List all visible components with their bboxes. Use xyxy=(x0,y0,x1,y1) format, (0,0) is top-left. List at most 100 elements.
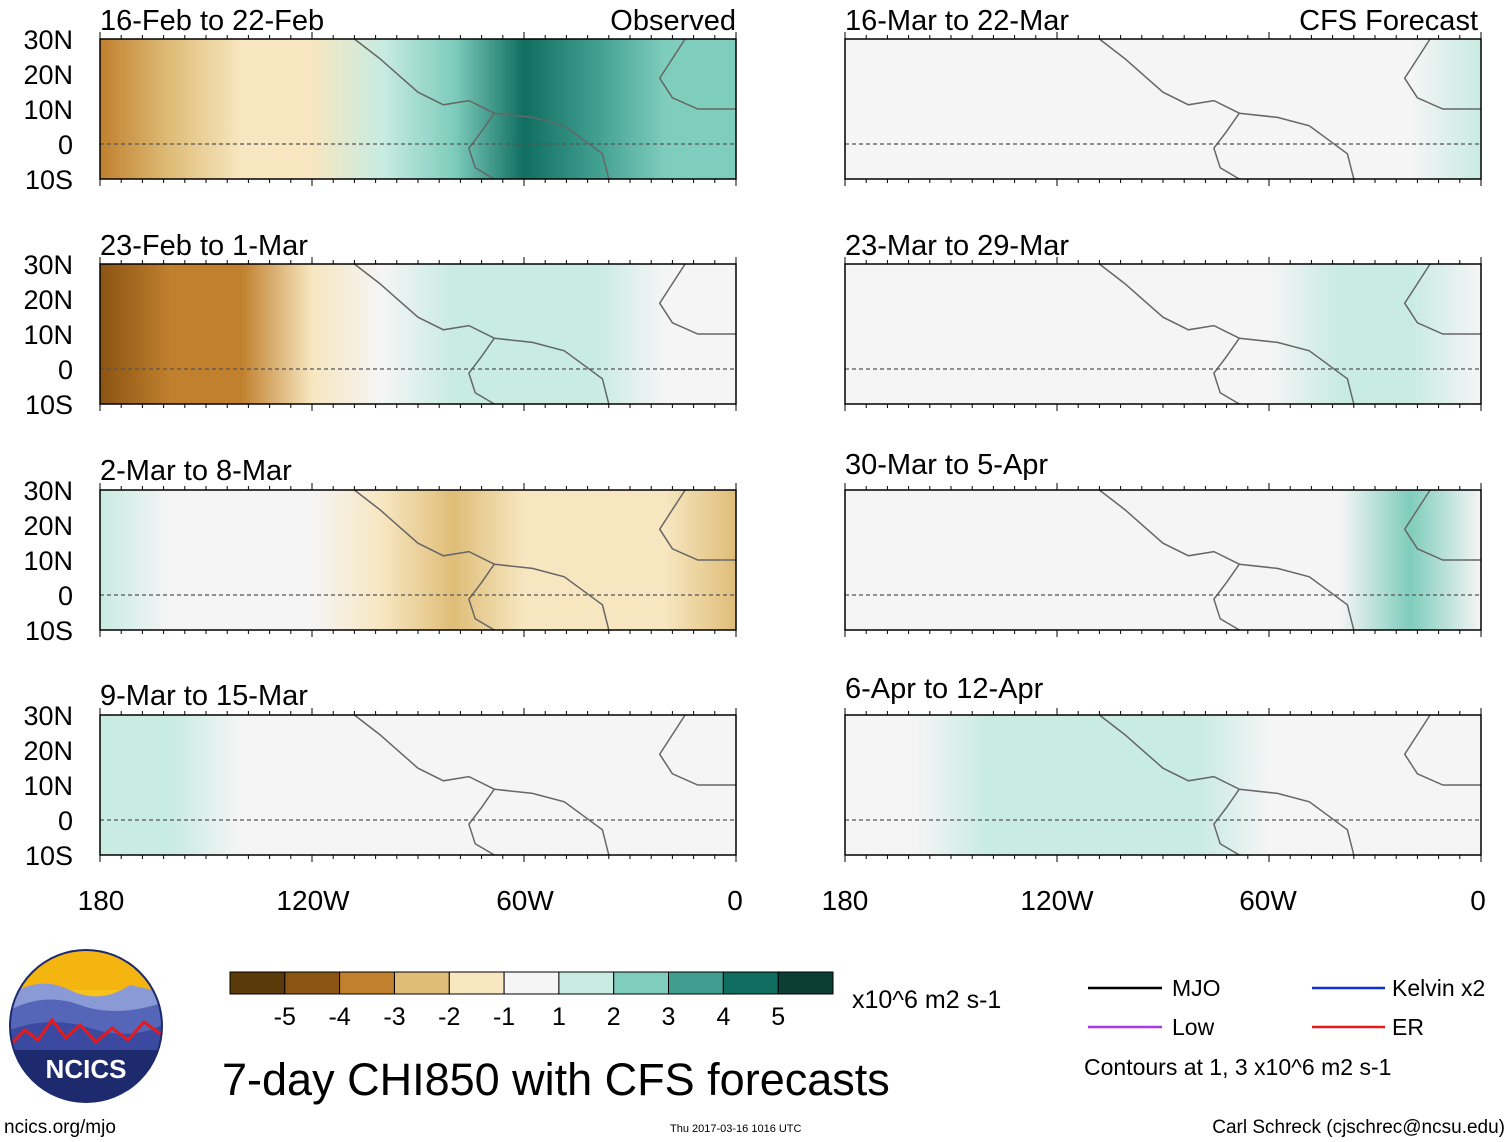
coastline xyxy=(1403,263,1481,335)
coastline xyxy=(1403,489,1481,561)
x-tick-label: 0 xyxy=(727,885,743,916)
y-tick-label: 30N xyxy=(23,25,73,55)
coastline xyxy=(1098,38,1241,180)
anomaly-field xyxy=(100,264,736,404)
footer-timestamp: Thu 2017-03-16 1016 UTC xyxy=(670,1123,802,1135)
coastline xyxy=(658,38,736,110)
anomaly-field xyxy=(845,490,1481,630)
y-tick-label: 10N xyxy=(23,320,73,350)
panel-title: 9-Mar to 15-Mar xyxy=(100,680,308,712)
colorbar-swatch xyxy=(722,971,779,995)
y-tick-label: 10S xyxy=(25,841,73,871)
x-tick-label: 0 xyxy=(1470,885,1486,916)
y-tick-label: 10N xyxy=(23,546,73,576)
x-tick-label: 180 xyxy=(78,885,125,916)
anomaly-field xyxy=(100,715,736,855)
y-tick-label: 30N xyxy=(23,250,73,280)
y-tick-label: 0 xyxy=(58,130,73,160)
legend-label-er: ER xyxy=(1392,1014,1424,1040)
ncics-logo: NCICS xyxy=(9,949,163,1103)
colorbar-tick-label: 2 xyxy=(607,1003,621,1031)
logo-text: NCICS xyxy=(46,1054,127,1084)
colorbar-tick-label: 1 xyxy=(552,1003,566,1031)
x-tick-label: 60W xyxy=(1239,885,1297,916)
coastline xyxy=(1239,337,1355,405)
colorbar-swatch xyxy=(558,971,615,995)
colorbar-swatch xyxy=(448,971,505,995)
colorbar-swatch xyxy=(777,971,834,995)
panel-title: 16-Mar to 22-Mar xyxy=(845,5,1069,37)
anomaly-field xyxy=(100,490,736,630)
coastline xyxy=(494,788,610,856)
colorbar-tick-label: -1 xyxy=(493,1003,515,1031)
footer-url: ncics.org/mjo xyxy=(4,1117,116,1138)
x-tick-label: 180 xyxy=(822,885,869,916)
column-header-cfs-forecast: CFS Forecast xyxy=(1299,5,1478,37)
y-tick-label: 30N xyxy=(23,476,73,506)
coastline xyxy=(1403,714,1481,786)
y-tick-label: 0 xyxy=(58,355,73,385)
y-tick-label: 0 xyxy=(58,806,73,836)
coastline xyxy=(494,337,610,405)
panel-23mar-29mar xyxy=(844,257,1482,411)
colorbar-tick-label: -2 xyxy=(438,1003,460,1031)
anomaly-field xyxy=(845,715,1481,855)
colorbar-tick-label: -4 xyxy=(328,1003,350,1031)
coastline xyxy=(1239,788,1355,856)
legend-label-kelvin: Kelvin x2 xyxy=(1392,975,1485,1001)
coastline xyxy=(658,263,736,335)
anomaly-field xyxy=(845,264,1481,404)
colorbar-tick-label: 3 xyxy=(662,1003,676,1031)
colorbar: -5 -4 -3 -2 -1 1 2 3 4 5 xyxy=(229,971,834,1031)
coastline xyxy=(1239,563,1355,631)
legend: MJO Low Kelvin x2 ER Contours at 1, 3 x1… xyxy=(1084,975,1485,1080)
colorbar-swatch xyxy=(668,971,724,995)
colorbar-swatch xyxy=(229,971,286,995)
y-tick-label: 10S xyxy=(25,616,73,646)
panel-title: 30-Mar to 5-Apr xyxy=(845,449,1048,481)
coastline xyxy=(494,563,610,631)
colorbar-swatch xyxy=(503,971,560,995)
panel-title: 23-Feb to 1-Mar xyxy=(100,230,308,262)
y-tick-label: 20N xyxy=(23,511,73,541)
y-tick-label: 10S xyxy=(25,165,73,195)
coastline xyxy=(1098,714,1241,856)
y-tick-label: 30N xyxy=(23,701,73,731)
panel-6apr-12apr xyxy=(844,708,1482,862)
colorbar-swatch xyxy=(394,971,450,995)
x-tick-label: 60W xyxy=(496,885,554,916)
panel-30mar-5apr xyxy=(844,483,1482,637)
coastline xyxy=(353,489,496,631)
y-tick-label: 20N xyxy=(23,285,73,315)
coastline xyxy=(1098,263,1241,405)
coastline xyxy=(353,263,496,405)
panel-title: 23-Mar to 29-Mar xyxy=(845,230,1069,262)
anomaly-field xyxy=(845,39,1481,179)
panel-9mar-15mar xyxy=(99,708,737,862)
y-tick-label: 10N xyxy=(23,771,73,801)
panel-16feb-22feb xyxy=(99,32,737,186)
coastline xyxy=(353,38,496,180)
colorbar-tick-label: 4 xyxy=(716,1003,730,1031)
y-tick-label: 10S xyxy=(25,390,73,420)
colorbar-tick-label: -3 xyxy=(383,1003,405,1031)
panel-2mar-8mar xyxy=(99,483,737,637)
coastline xyxy=(494,112,610,180)
panel-title: 2-Mar to 8-Mar xyxy=(100,455,292,487)
legend-note: Contours at 1, 3 x10^6 m2 s-1 xyxy=(1084,1054,1391,1080)
colorbar-swatch xyxy=(339,971,395,995)
y-tick-label: 0 xyxy=(58,581,73,611)
colorbar-tick-label: -5 xyxy=(274,1003,296,1031)
panel-title: 16-Feb to 22-Feb xyxy=(100,5,324,37)
x-tick-label: 120W xyxy=(1020,885,1094,916)
footer-credit: Carl Schreck (cjschrec@ncsu.edu) xyxy=(1212,1117,1505,1138)
colorbar-swatch xyxy=(613,971,670,995)
legend-label-mjo: MJO xyxy=(1172,975,1221,1001)
figure-title: 7-day CHI850 with CFS forecasts xyxy=(222,1054,890,1105)
y-axis-labels: 30N 20N 10N 0 10S 30N 20N 10N 0 10S 30N … xyxy=(23,25,73,871)
colorbar-swatch xyxy=(284,971,341,995)
coastline xyxy=(1239,112,1355,180)
y-tick-label: 20N xyxy=(23,60,73,90)
coastline xyxy=(658,714,736,786)
